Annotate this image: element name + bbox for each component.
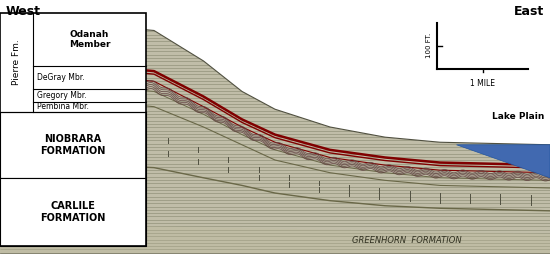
Bar bbox=[0, 112, 146, 178]
Text: Pembina Mbr.: Pembina Mbr. bbox=[37, 102, 89, 111]
Text: DeGray Mbr.: DeGray Mbr. bbox=[37, 73, 85, 82]
Polygon shape bbox=[0, 0, 550, 145]
Text: Gregory Mbr.: Gregory Mbr. bbox=[37, 91, 87, 100]
Polygon shape bbox=[0, 224, 550, 254]
Text: East: East bbox=[514, 5, 544, 18]
Text: CARLILE
FORMATION: CARLILE FORMATION bbox=[40, 201, 106, 223]
Text: 100 FT.: 100 FT. bbox=[426, 33, 432, 58]
Bar bbox=[0, 13, 146, 246]
Text: West: West bbox=[6, 5, 41, 18]
Bar bbox=[0, 178, 146, 246]
Text: NIOBRARA
FORMATION: NIOBRARA FORMATION bbox=[40, 134, 106, 156]
Text: Lake Plain: Lake Plain bbox=[492, 112, 544, 121]
Text: Pierre Fm.: Pierre Fm. bbox=[12, 39, 21, 85]
Polygon shape bbox=[456, 145, 550, 178]
Text: GREENHORN  FORMATION: GREENHORN FORMATION bbox=[352, 235, 462, 245]
Text: 1 MILE: 1 MILE bbox=[470, 79, 495, 88]
Polygon shape bbox=[0, 25, 550, 254]
Bar bbox=[0, 13, 146, 246]
Text: Odanah
Member: Odanah Member bbox=[69, 30, 110, 49]
